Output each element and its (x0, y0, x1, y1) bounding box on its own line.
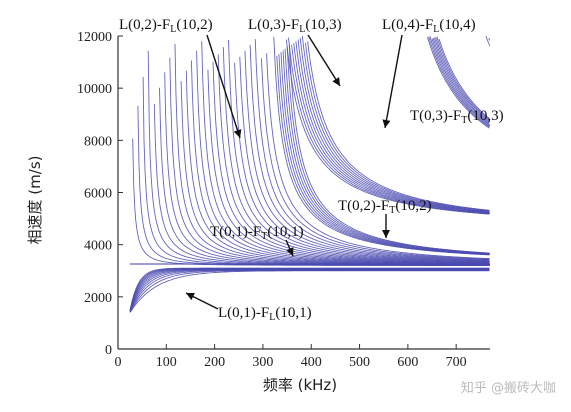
dispersion-line (217, 54, 490, 264)
arrowhead-icon (332, 77, 340, 86)
dispersion-line (288, 44, 490, 254)
arrowhead-icon (382, 230, 390, 238)
dispersion-line (301, 36, 490, 212)
x-tick-label: 600 (397, 355, 418, 370)
dispersion-line (293, 43, 490, 214)
dispersion-line (254, 39, 490, 261)
x-axis-label: 频率 (kHz) (263, 376, 337, 394)
y-tick-label: 6000 (84, 187, 112, 202)
mode-label: L(0,2)-FL(10,2) (119, 17, 213, 35)
mode-label: L(0,3)-FL(10,3) (248, 17, 342, 35)
mode-label: T(0,2)-FT(10,2) (338, 198, 432, 216)
mode-annotation: L(0,4)-FL(10,4) (382, 17, 476, 129)
dispersion-line (432, 38, 490, 124)
annotation-arrow (307, 34, 341, 87)
dispersion-line (239, 56, 490, 262)
dispersion-line (488, 37, 491, 41)
y-tick-label: 10000 (77, 82, 112, 97)
dispersion-line (429, 36, 491, 127)
mode-label: T(0,1)-FT(10,1) (210, 224, 304, 242)
y-axis-label: 相速度 (m/s) (26, 156, 44, 245)
arrowhead-icon (233, 129, 242, 138)
dispersion-line (435, 36, 491, 122)
y-tick-label: 4000 (84, 239, 112, 254)
arrowhead-icon (186, 293, 195, 301)
y-tick-label: 2000 (84, 291, 112, 306)
dispersion-line (129, 267, 490, 311)
dispersion-line (428, 36, 490, 128)
x-tick-label: 700 (446, 355, 467, 370)
watermark: 知乎 @搬砖大咖 (461, 380, 556, 396)
x-tick-label: 200 (204, 355, 225, 370)
dispersion-line (260, 58, 490, 260)
mode-annotation: T(0,1)-FT(10,1) (210, 224, 304, 257)
annotation-arrow (384, 34, 403, 129)
dispersion-line (228, 39, 490, 263)
dispersion-line (288, 37, 490, 215)
dispersion-line (426, 37, 490, 129)
dispersion-line (212, 61, 490, 264)
dispersion-line (307, 41, 490, 211)
mode-label: L(0,4)-FL(10,4) (382, 17, 476, 35)
y-tick-label: 8000 (84, 134, 112, 149)
dispersion-line (436, 36, 491, 121)
dispersion-line (305, 42, 490, 212)
mode-annotation: T(0,3)-FT(10,3) (410, 108, 504, 126)
mode-label: T(0,3)-FT(10,3) (410, 108, 504, 126)
dispersion-line (431, 38, 491, 126)
dispersion-line (137, 105, 490, 266)
y-tick-label: 0 (105, 343, 112, 358)
annotations: L(0,1)-FL(10,1) T(0,1)-FT(10,1) T(0,2)-FT(… (119, 17, 504, 323)
axes (117, 35, 490, 350)
x-tick-label: 300 (252, 355, 273, 370)
dispersion-line (285, 39, 490, 215)
arrowhead-icon (382, 119, 391, 128)
y-tick-label: 12000 (77, 30, 112, 45)
mode-annotation: T(0,2)-FT(10,2) (338, 198, 432, 238)
dispersion-line (295, 41, 490, 213)
dispersion-line (433, 37, 490, 123)
dispersion-line (291, 44, 490, 214)
mode-annotation: L(0,3)-FL(10,3) (248, 17, 342, 87)
dispersion-line (284, 48, 490, 255)
x-tick-label: 0 (115, 355, 122, 370)
dispersion-line (249, 44, 490, 261)
dispersion-line (244, 50, 490, 262)
dispersion-line (266, 53, 490, 260)
dispersion-line (438, 38, 490, 119)
mode-annotation: L(0,2)-FL(10,2) (119, 17, 242, 139)
dispersion-line (234, 62, 490, 262)
arrowhead-icon (286, 247, 294, 256)
dispersion-line (222, 47, 490, 263)
x-tick-label: 400 (301, 355, 322, 370)
dispersion-line (147, 50, 490, 266)
dispersion-line (129, 267, 490, 310)
dispersion-line (273, 36, 490, 256)
dispersion-line (297, 39, 490, 213)
x-tick-label: 500 (349, 355, 370, 370)
x-tick-label: 100 (156, 355, 177, 370)
dispersion-line (485, 36, 491, 46)
mode-label: L(0,1)-FL(10,1) (218, 305, 312, 323)
annotation-arrow (206, 34, 241, 139)
dispersion-curves (129, 36, 491, 313)
dispersion-line (299, 37, 490, 213)
tick-labels: 0 100 200 300 400 500 600 700 0 2000 4000 6000 8000 1… (77, 30, 467, 370)
mode-annotation: L(0,1)-FL(10,1) (185, 292, 312, 323)
